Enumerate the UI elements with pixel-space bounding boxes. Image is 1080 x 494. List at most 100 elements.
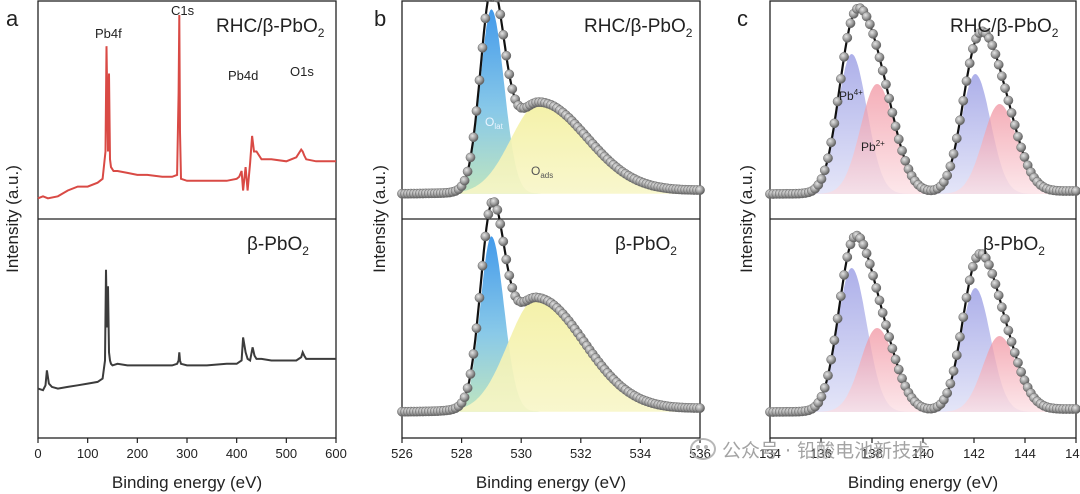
panel-c-top-subscript: 2	[1052, 26, 1059, 40]
data-point	[887, 343, 898, 354]
x-tick-label: 136	[810, 446, 832, 461]
x-tick-label: 200	[126, 446, 148, 461]
panel-b-top-label: RHC/β-PbO2	[584, 16, 693, 40]
data-point	[887, 107, 898, 118]
data-point	[1009, 347, 1020, 358]
x-tick-label: 532	[570, 446, 592, 461]
fit-component	[770, 336, 1076, 412]
data-point	[1019, 152, 1030, 162]
panel-c-letter: c	[737, 6, 748, 31]
data-point	[877, 307, 888, 318]
data-point	[504, 270, 515, 281]
panel-c-bottom-subscript: 2	[1038, 244, 1045, 258]
data-point	[498, 29, 509, 40]
peak-label-pb4plus-main: Pb	[839, 89, 854, 103]
panel-c-bottom-label: β-PbO2	[983, 234, 1045, 258]
data-point	[829, 118, 840, 129]
peak-label-oads-main: O	[531, 164, 540, 178]
data-point	[695, 185, 705, 195]
x-tick-label: 526	[391, 446, 413, 461]
x-tick-label: 400	[226, 446, 248, 461]
data-point	[955, 115, 965, 126]
x-tick-label: 528	[451, 446, 473, 461]
data-point	[900, 155, 911, 166]
x-tick-label: 100	[77, 446, 99, 461]
data-point	[861, 248, 872, 259]
panel-b-bottom-label: β-PbO2	[615, 234, 677, 258]
data-point	[459, 175, 470, 186]
data-point	[868, 270, 878, 281]
panel-a-xlabel: Binding energy (eV)	[112, 473, 262, 492]
data-point	[462, 383, 473, 393]
panel-c-x-axis: 134 136 138 140 142 144 146	[759, 438, 1080, 461]
data-point	[842, 252, 853, 262]
panel-b-letter: b	[374, 6, 386, 31]
data-point	[897, 145, 907, 156]
data-point	[1009, 120, 1020, 130]
data-point	[997, 71, 1007, 82]
data-point	[819, 165, 830, 176]
data-point	[474, 292, 485, 303]
data-point	[826, 354, 837, 365]
x-tick-label: 534	[630, 446, 652, 461]
data-point	[865, 19, 875, 30]
data-point	[1016, 142, 1027, 153]
data-point	[842, 32, 853, 43]
x-tick-label: 134	[759, 446, 781, 461]
data-point	[462, 166, 473, 177]
data-point	[819, 382, 830, 393]
data-point	[471, 106, 482, 116]
data-point	[1013, 131, 1023, 142]
data-point	[816, 174, 827, 184]
panel-a-top-label: RHC/β-PbO2	[216, 16, 325, 40]
panel-c-top-label: RHC/β-PbO2	[950, 16, 1059, 40]
data-point	[987, 40, 998, 51]
data-point	[695, 403, 705, 413]
peak-label-pb2plus: Pb2+	[861, 139, 885, 154]
data-point	[893, 134, 904, 145]
peak-label-pb4plus: Pb4+	[839, 88, 863, 103]
data-point	[881, 79, 891, 90]
data-point	[1000, 83, 1010, 94]
data-point	[832, 96, 843, 107]
data-point	[839, 270, 849, 280]
data-point	[832, 313, 843, 324]
panel-b-spectra	[397, 0, 705, 417]
data-point	[468, 132, 479, 143]
x-tick-label: 142	[963, 446, 985, 461]
peak-label-olat-main: O	[485, 115, 494, 129]
peak-label-pb2plus-main: Pb	[861, 140, 876, 154]
data-point	[968, 43, 978, 54]
data-point	[501, 50, 512, 61]
data-point	[968, 261, 978, 272]
panel-c-xlabel: Binding energy (eV)	[848, 473, 998, 492]
watermark: 公众号 · 铅酸电池新技术	[690, 436, 930, 462]
data-point	[484, 0, 492, 2]
data-point	[507, 282, 518, 293]
data-point	[501, 254, 512, 265]
peak-label-oads-sub: ads	[540, 171, 553, 180]
panel-a: a 0 100 200 300 400 500 600 RHC/β-PbO2 β-PbO2 …	[3, 0, 347, 492]
data-point	[964, 275, 975, 286]
data-point	[839, 52, 849, 62]
panel-b-bottom-sample: β-PbO	[615, 234, 670, 255]
data-point	[836, 73, 846, 84]
wechat-icon	[690, 438, 716, 460]
data-point	[997, 302, 1007, 313]
data-point	[984, 259, 994, 270]
panel-b-ylabel: Intensity (a.u.)	[370, 165, 389, 273]
data-point	[480, 13, 491, 24]
data-point	[948, 366, 959, 376]
data-point	[504, 69, 515, 80]
data-point	[868, 29, 878, 39]
panel-a-top-subscript: 2	[318, 26, 325, 40]
data-point	[465, 152, 476, 163]
data-point	[961, 76, 972, 86]
peak-label-olat: Olat	[485, 115, 504, 131]
x-tick-label: 146	[1065, 446, 1080, 461]
data-point	[877, 65, 888, 76]
data-point	[942, 170, 953, 181]
panel-a-bottom-label: β-PbO2	[247, 234, 309, 258]
data-point	[507, 84, 518, 94]
